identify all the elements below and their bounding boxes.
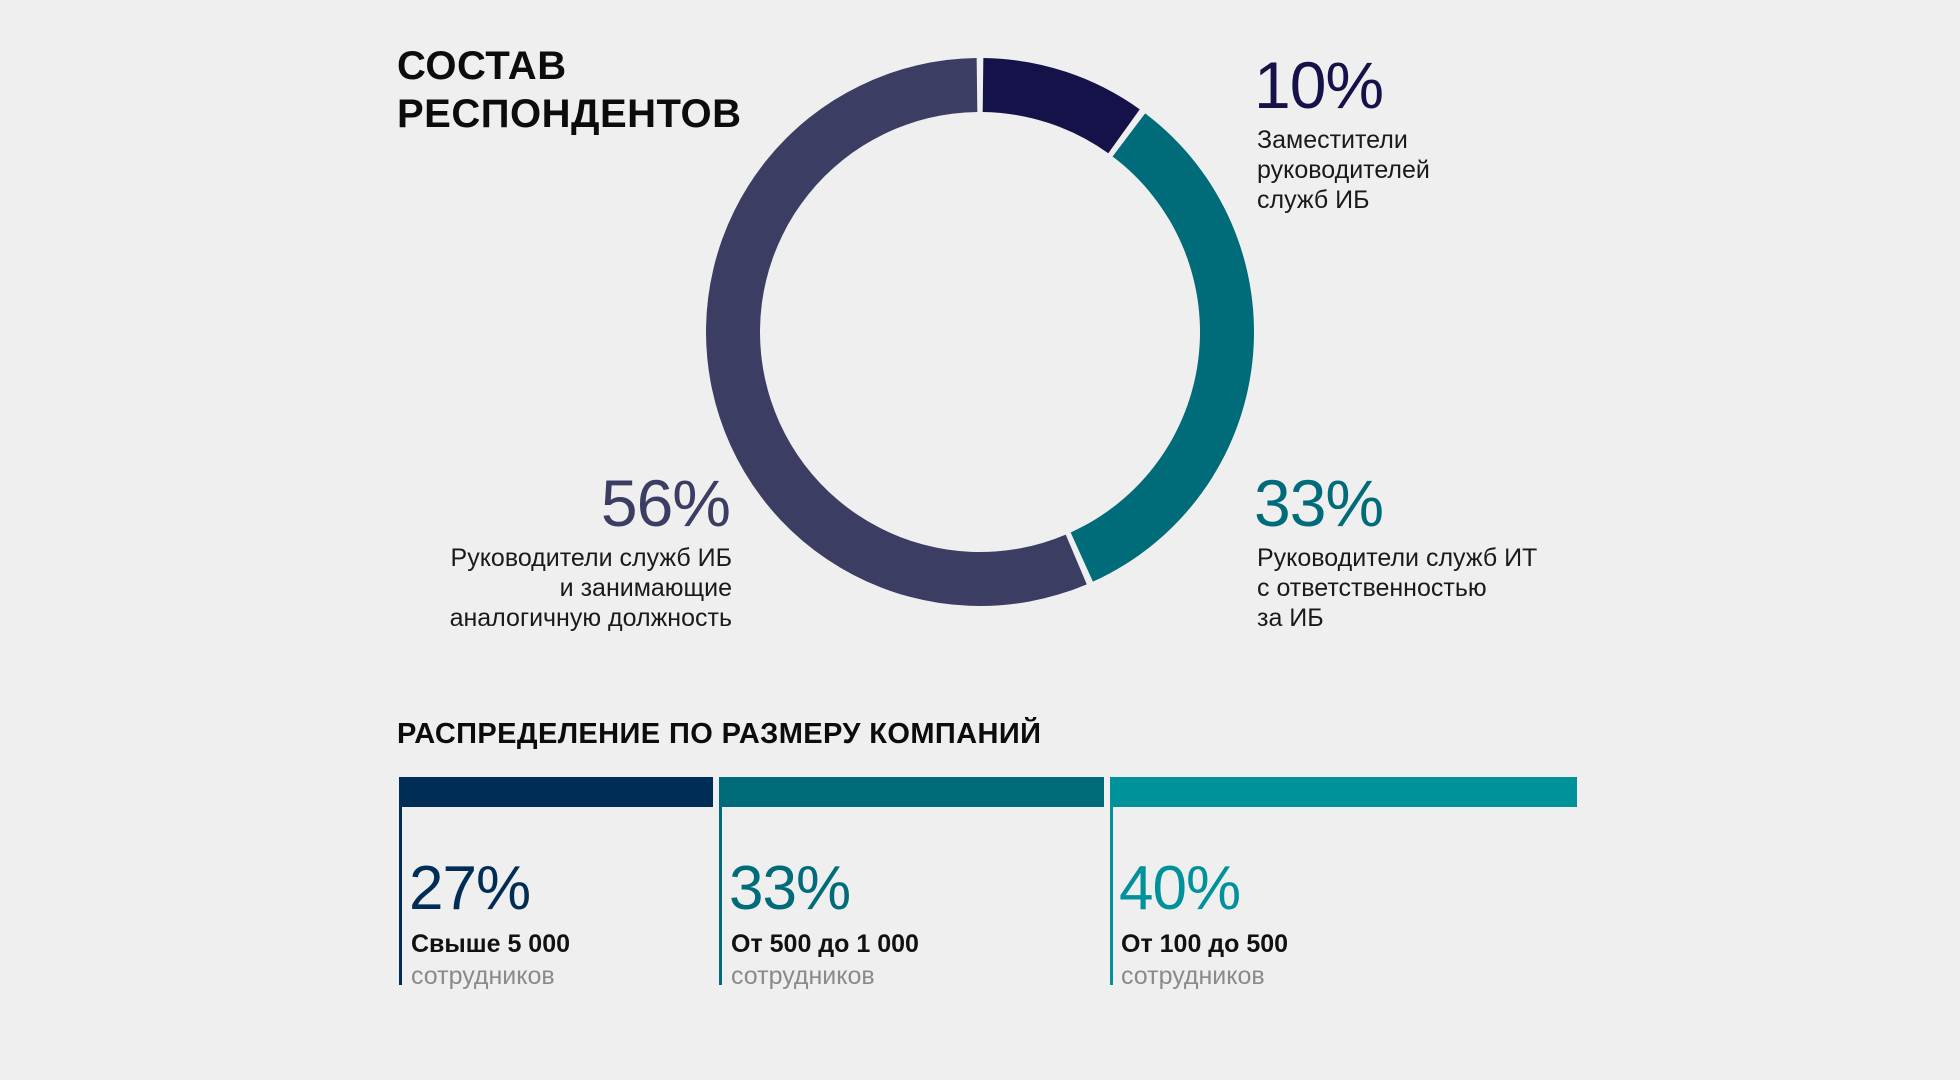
slice-ib-heads-label-line-1: Руководители служб ИБ (450, 544, 732, 572)
company-size-value-2: 33% (729, 854, 851, 923)
chart-title-line-1: СОСТАВ (397, 44, 567, 88)
slice-deputies-label-line-3: служб ИБ (1257, 186, 1370, 214)
chart-title: СОСТАВ РЕСПОНДЕНТОВ (397, 42, 817, 138)
company-size-unit-1: сотрудников (411, 962, 555, 990)
chart-title-line-2: РЕСПОНДЕНТОВ (397, 92, 742, 136)
donut-slice-ib-heads (705, 58, 1087, 606)
company-size-value-3: 40% (1119, 854, 1241, 923)
company-size-bar-3 (1110, 777, 1577, 807)
donut-slice-deputies (982, 58, 1140, 154)
company-size-line-1 (399, 777, 402, 985)
slice-it-heads-label: Руководители служб ИТ с ответственностью… (1257, 543, 1537, 633)
slice-it-heads-label-line-1: Руководители служб ИТ (1257, 544, 1538, 572)
donut-chart (705, 58, 1254, 606)
company-size-unit-3: сотрудников (1121, 962, 1265, 990)
slice-deputies-label-line-1: Заместители (1257, 126, 1408, 154)
company-size-line-3 (1110, 777, 1113, 985)
company-size-line-2 (719, 777, 722, 985)
slice-it-heads-label-line-3: за ИБ (1257, 604, 1324, 632)
company-size-label-3: От 100 до 500 (1121, 930, 1289, 958)
donut-slice-it-heads (1070, 113, 1254, 582)
slice-ib-heads-label-line-2: и занимающие (559, 574, 732, 602)
company-size-label-2: От 500 до 1 000 (731, 930, 919, 958)
company-size-unit-2: сотрудников (731, 962, 875, 990)
slice-it-heads-value: 33% (1254, 466, 1384, 540)
company-size-label-1: Свыше 5 000 (411, 930, 571, 958)
company-size-title: РАСПРЕДЕЛЕНИЕ ПО РАЗМЕРУ КОМПАНИЙ (397, 718, 1042, 750)
slice-deputies-label: Заместители руководителей служб ИБ (1257, 125, 1430, 215)
company-size-bar-1 (399, 777, 713, 807)
slice-deputies-value: 10% (1254, 48, 1384, 122)
slice-it-heads-label-line-2: с ответственностью (1257, 574, 1487, 602)
slice-ib-heads-label-line-3: аналогичную должность (449, 604, 732, 632)
company-size-bar-2 (719, 777, 1104, 807)
slice-deputies-label-line-2: руководителей (1257, 156, 1430, 184)
slice-ib-heads-value: 56% (600, 466, 731, 540)
slice-ib-heads-label: Руководители служб ИБ и занимающие анало… (450, 543, 732, 633)
company-size-value-1: 27% (409, 854, 531, 923)
